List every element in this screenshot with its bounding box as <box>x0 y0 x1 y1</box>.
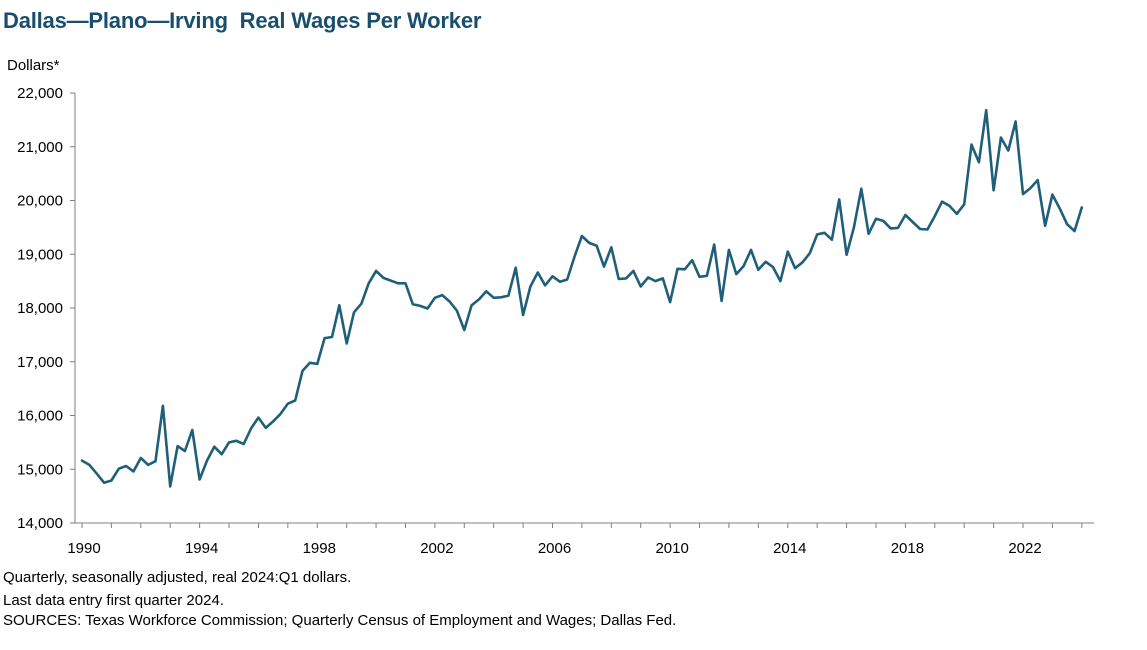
y-tick-label: 19,000 <box>17 246 63 263</box>
line-chart: 14,000 15,000 16,000 17,000 18,000 19,000 20,0… <box>17 85 1094 557</box>
y-tick-label: 21,000 <box>17 139 63 156</box>
y-tick-label: 20,000 <box>17 193 63 210</box>
x-tick-label: 1990 <box>67 540 100 557</box>
y-axis-label: Dollars* <box>7 57 60 74</box>
note-last-entry: Last data entry first quarter 2024. <box>3 592 224 609</box>
y-tick-label: 16,000 <box>17 408 63 425</box>
y-tick-label: 22,000 <box>17 85 63 102</box>
x-tick-label: 2002 <box>420 540 453 557</box>
x-tick-label: 2014 <box>773 540 806 557</box>
x-tick-label: 1998 <box>303 540 336 557</box>
chart-title: Dallas—Plano—Irving Real Wages Per Worke… <box>3 8 482 33</box>
y-tick-label: 14,000 <box>17 515 63 532</box>
note-quarterly: Quarterly, seasonally adjusted, real 202… <box>3 569 352 586</box>
x-tick-label: 2022 <box>1008 540 1041 557</box>
note-sources: SOURCES: Texas Workforce Commission; Qua… <box>3 612 677 629</box>
axes <box>74 93 1094 524</box>
series-line <box>80 108 1084 488</box>
y-tick-label: 17,000 <box>17 354 63 371</box>
y-axis-ticks: 14,000 15,000 16,000 17,000 18,000 19,000 20,0… <box>17 85 75 532</box>
x-axis-ticks: 1990 1994 1998 2002 2006 2010 2014 2018 2022 <box>67 523 1083 557</box>
x-tick-label: 2010 <box>655 540 688 557</box>
x-tick-label: 2018 <box>891 540 924 557</box>
y-tick-label: 18,000 <box>17 300 63 317</box>
y-tick-label: 15,000 <box>17 461 63 478</box>
series-layer <box>80 108 1084 488</box>
x-tick-label: 2006 <box>538 540 571 557</box>
x-tick-label: 1994 <box>185 540 218 557</box>
